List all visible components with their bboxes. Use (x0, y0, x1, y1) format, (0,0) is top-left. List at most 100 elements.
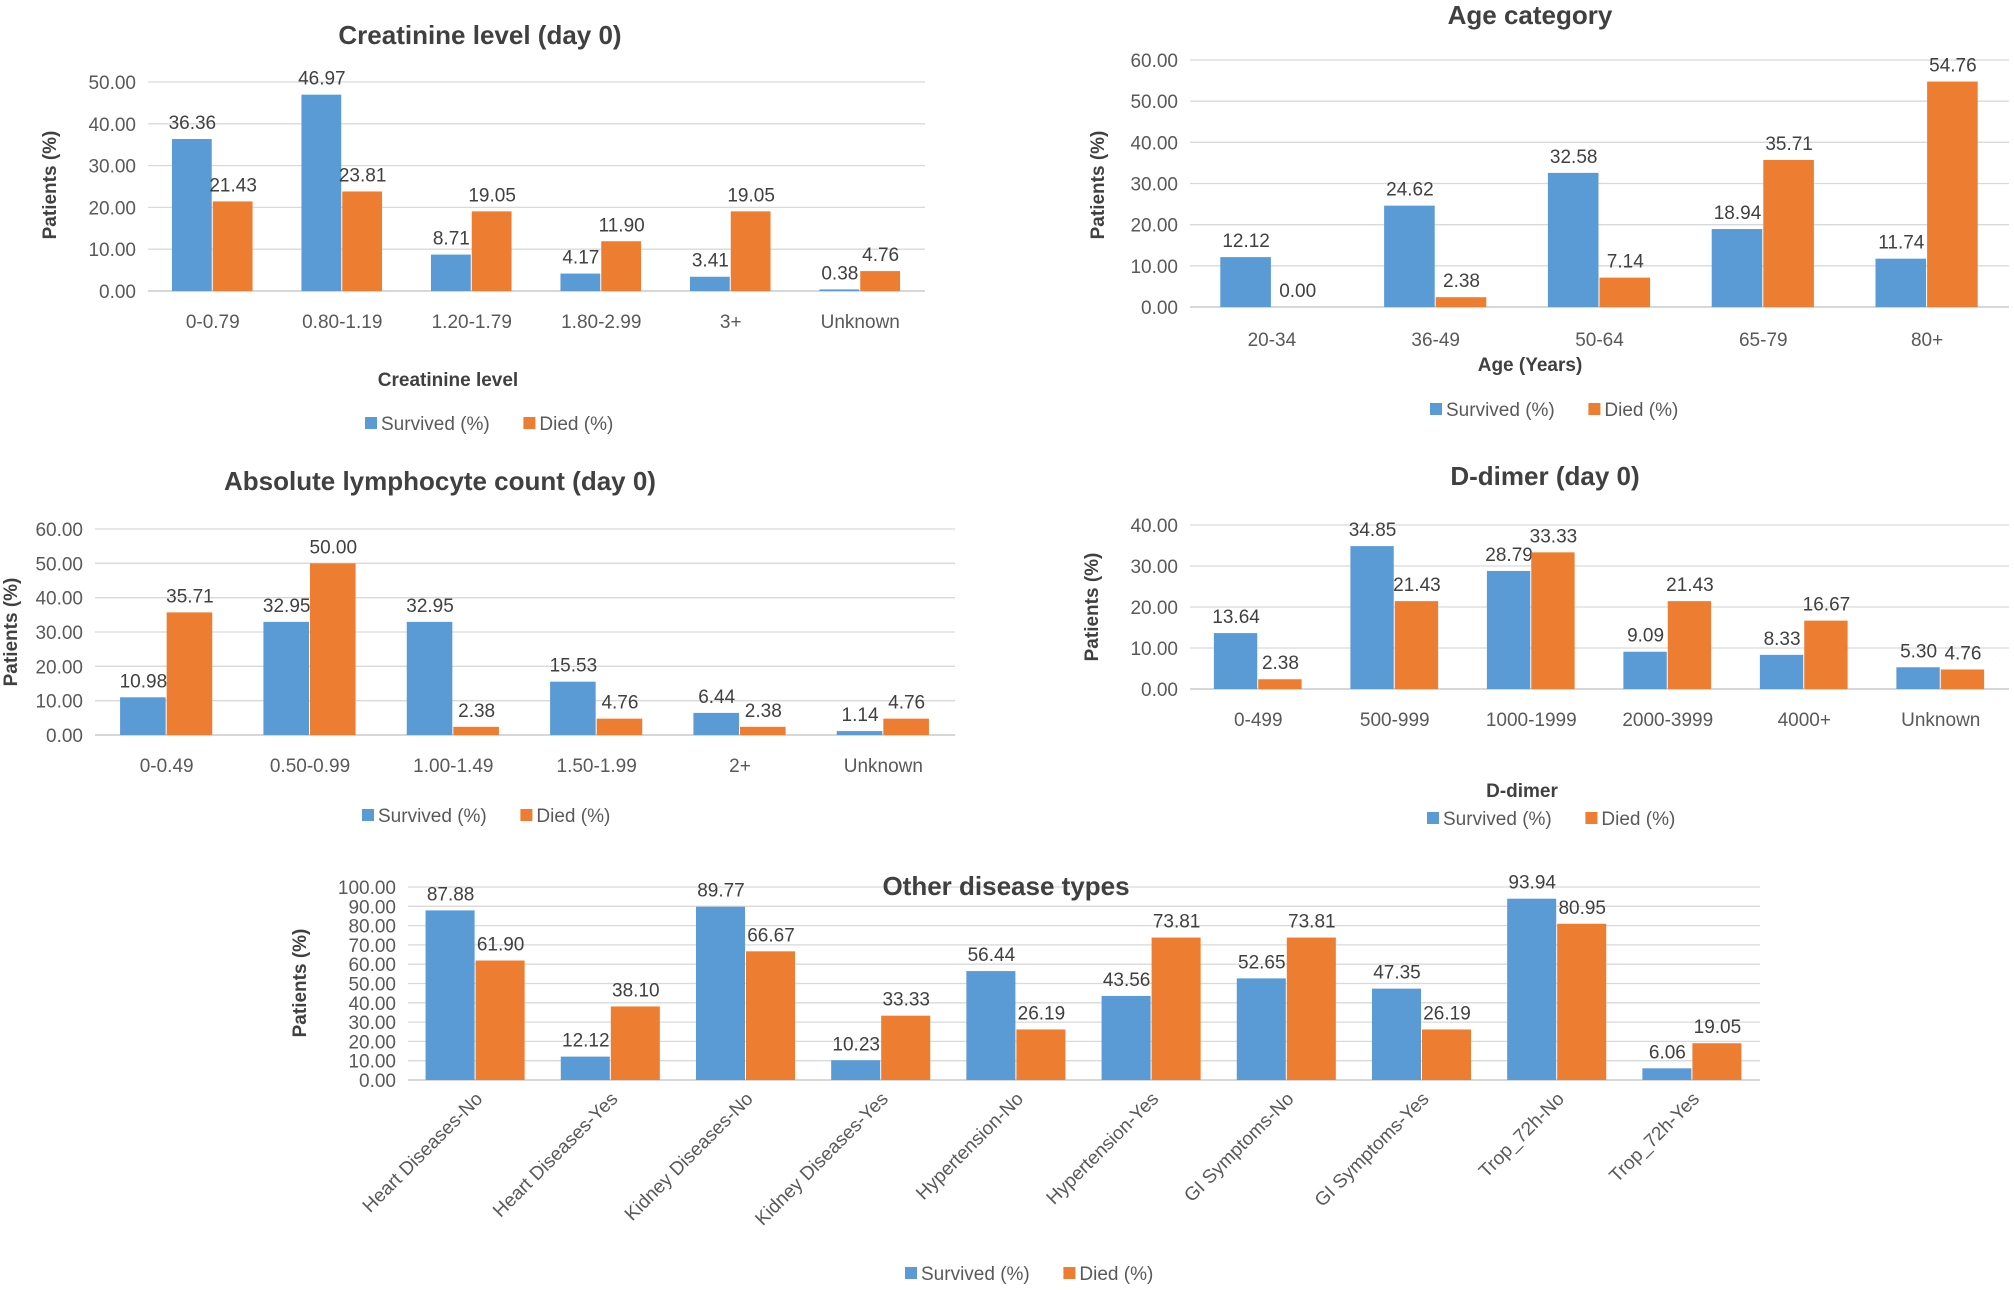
category-label: 0-499 (1234, 710, 1283, 731)
bar-survived (1623, 651, 1667, 689)
legend-label-died: Died (%) (536, 806, 610, 827)
y-tick-label: 10.00 (1130, 639, 1178, 660)
data-label: 5.30 (1900, 641, 1937, 662)
data-label: 10.23 (832, 1034, 880, 1055)
category-label: Heart Diseases-No (359, 1089, 487, 1217)
legend-swatch-survived (1430, 403, 1442, 415)
data-label: 19.05 (727, 185, 775, 206)
bar-survived (560, 1056, 610, 1080)
data-label: 7.14 (1607, 252, 1644, 273)
chart-ddimer: 0.00 10.00 20.00 30.00 40.00 D-dimer (day 0) P… (1082, 461, 2009, 830)
data-label: 4.17 (562, 248, 599, 269)
bar-survived (1875, 258, 1927, 307)
data-label: 28.79 (1485, 545, 1533, 566)
chart-other: 0.0010.0020.0030.0040.0050.0060.0070.008… (290, 871, 1760, 1285)
y-axis-label: Patients (%) (1088, 131, 1109, 240)
bar-died (453, 726, 499, 735)
category-label: 0-0.49 (140, 756, 194, 777)
bar-died (1804, 620, 1848, 689)
bar-survived (263, 621, 309, 735)
category-label: Heart Diseases-Yes (489, 1089, 622, 1222)
chart-title: Absolute lymphocyte count (day 0) (224, 466, 656, 496)
category-label: 2+ (729, 756, 751, 777)
y-tick-label: 40.00 (348, 994, 396, 1015)
data-label: 3.41 (692, 251, 729, 272)
data-label: 43.56 (1103, 970, 1151, 991)
bar-survived (819, 289, 860, 291)
y-axis-label: Patients (%) (40, 131, 61, 240)
y-tick-label: 90.00 (348, 897, 396, 918)
bar-died (881, 1015, 931, 1080)
category-label: 0.50-0.99 (270, 756, 350, 777)
legend-swatch-died (520, 809, 533, 821)
chart-title: Age category (1448, 0, 1613, 30)
data-label: 11.90 (599, 215, 645, 236)
data-label: 0.00 (1279, 281, 1316, 302)
y-tick-label: 50.00 (88, 73, 136, 94)
bar-died (1016, 1029, 1066, 1080)
data-label: 4.76 (862, 245, 899, 266)
data-label: 2.38 (1443, 271, 1480, 292)
data-label: 0.38 (821, 263, 858, 284)
y-tick-label: 30.00 (35, 623, 83, 644)
chart-lymphocyte: 0.00 10.00 20.00 30.00 40.00 50.00 60.00 Absolu… (1, 466, 955, 827)
x-axis-label: Age (Years) (1478, 355, 1583, 376)
bar-died (475, 960, 525, 1080)
bar-died (342, 191, 383, 291)
data-label: 11.74 (1878, 233, 1925, 254)
data-label: 26.19 (1018, 1003, 1066, 1024)
bar-survived (1236, 978, 1286, 1080)
y-tick-label: 60.00 (348, 955, 396, 976)
data-label: 61.90 (477, 935, 525, 956)
category-label: 1.20-1.79 (432, 312, 512, 333)
y-tick-label: 50.00 (1130, 92, 1178, 113)
bar-died (1940, 669, 1985, 689)
data-label: 56.44 (968, 945, 1016, 966)
bar-survived (1350, 546, 1394, 689)
data-label: 2.38 (458, 701, 495, 722)
bar-survived (1507, 898, 1557, 1080)
data-label: 38.10 (612, 980, 660, 1001)
bar-died (310, 563, 356, 735)
y-tick-label: 0.00 (1141, 680, 1178, 701)
data-label: 9.09 (1627, 626, 1664, 647)
category-label: Unknown (821, 312, 900, 333)
y-tick-label: 30.00 (348, 1013, 396, 1034)
category-label: 1.80-2.99 (561, 312, 641, 333)
data-label: 19.05 (1694, 1017, 1742, 1038)
data-label: 35.71 (166, 586, 214, 607)
category-label: Trop_72h-No (1475, 1089, 1569, 1183)
y-tick-label: 60.00 (35, 520, 83, 541)
y-tick-label: 10.00 (348, 1052, 396, 1073)
bar-died (212, 201, 253, 291)
bar-survived (1896, 667, 1940, 689)
data-label: 23.81 (339, 165, 387, 186)
legend-swatch-survived (905, 1267, 917, 1279)
y-tick-label: 20.00 (348, 1032, 396, 1053)
y-tick-label: 40.00 (1130, 133, 1178, 154)
y-tick-label: 100.00 (338, 878, 396, 899)
legend-label-survived: Survived (%) (921, 1264, 1030, 1285)
data-label: 8.71 (433, 229, 470, 250)
bar-died (1422, 1029, 1472, 1080)
bar-died (1692, 1043, 1742, 1080)
data-label: 73.81 (1288, 912, 1336, 933)
bar-survived (1213, 633, 1258, 689)
bar-died (610, 1006, 660, 1080)
bar-died (1927, 81, 1978, 307)
bar-survived (406, 621, 453, 735)
category-label: 2000-3999 (1622, 710, 1713, 731)
bar-died (1599, 277, 1651, 307)
chart-title: D-dimer (day 0) (1450, 461, 1639, 491)
bar-died (1763, 159, 1814, 307)
legend-label-survived: Survived (%) (1446, 400, 1555, 421)
data-label: 6.06 (1649, 1042, 1686, 1063)
data-label: 4.76 (601, 693, 638, 714)
bar-died (1258, 679, 1302, 689)
y-tick-label: 10.00 (1130, 257, 1178, 278)
bar-died (860, 271, 901, 291)
bar-died (166, 612, 213, 735)
bar-died (740, 726, 786, 735)
y-tick-label: 30.00 (88, 157, 136, 178)
bar-survived (301, 94, 342, 291)
